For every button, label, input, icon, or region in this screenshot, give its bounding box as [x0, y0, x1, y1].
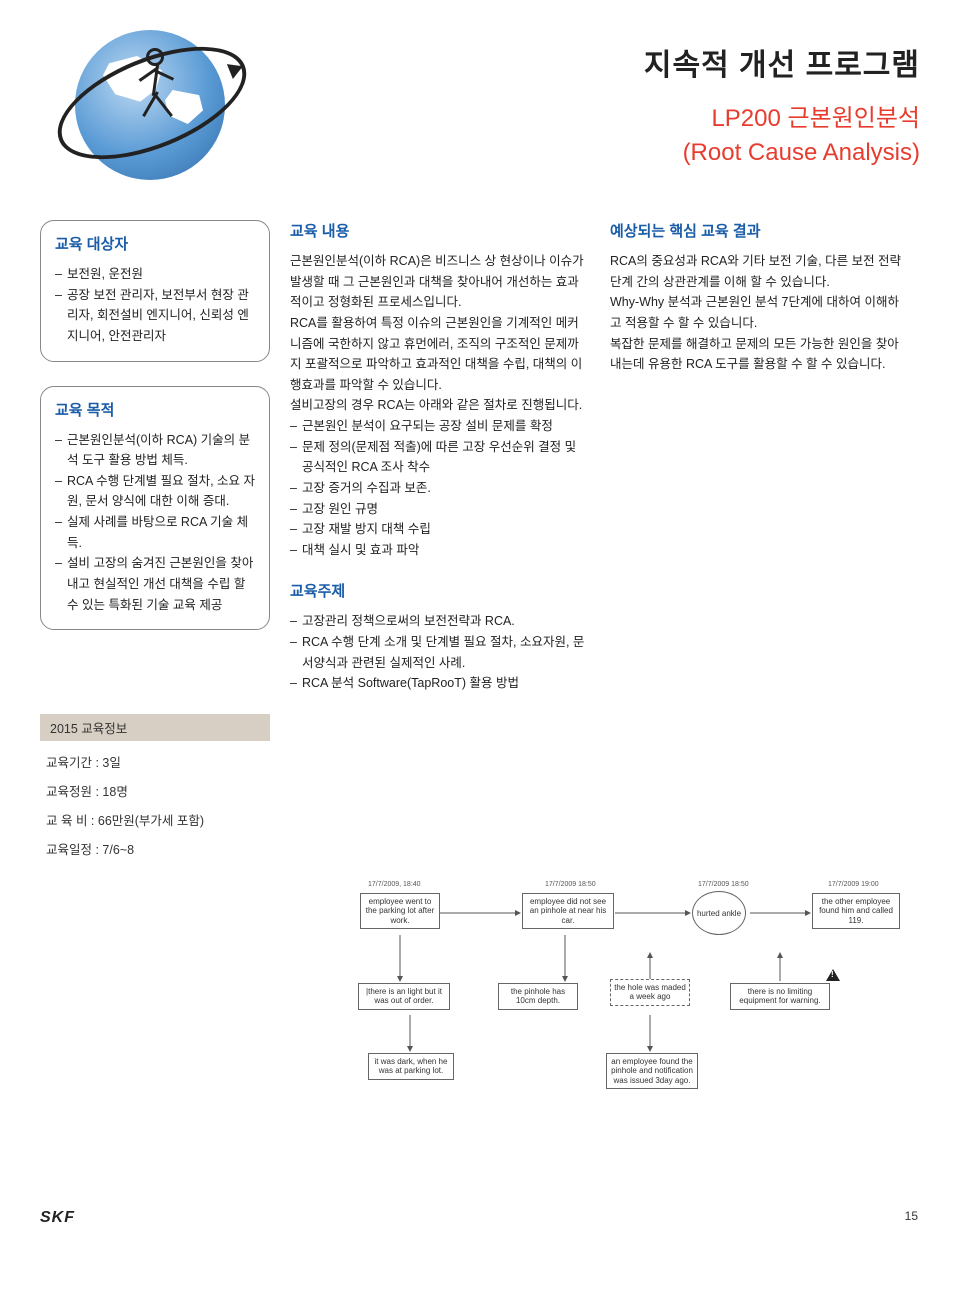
content-step: 문제 정의(문제점 적출)에 따른 고장 우선순위 결정 및 공식적인 RCA … — [290, 437, 590, 478]
diag-node: the other employee found him and called … — [812, 893, 900, 929]
topics-heading: 교육주제 — [290, 580, 590, 601]
topics-item: RCA 분석 Software(TapRooT) 활용 방법 — [290, 673, 590, 694]
audience-item: 공장 보전 관리자, 보전부서 현장 관리자, 회전설비 엔지니어, 신뢰성 엔… — [55, 285, 255, 347]
page-number: 15 — [905, 1209, 918, 1223]
content-para: 설비고장의 경우 RCA는 아래와 같은 절차로 진행됩니다. — [290, 395, 590, 416]
objective-box: 교육 목적 근본원인분석(이하 RCA) 기술의 분석 도구 활용 방법 체득.… — [40, 386, 270, 631]
brand-logo: SKF — [40, 1209, 75, 1227]
diag-node: the pinhole has 10cm depth. — [498, 983, 578, 1009]
diag-timestamp: 17/7/2009 18:50 — [545, 881, 596, 888]
diag-node: there is no limiting equipment for warni… — [730, 983, 830, 1009]
audience-box: 교육 대상자 보전원, 운전원 공장 보전 관리자, 보전부서 현장 관리자, … — [40, 220, 270, 362]
diag-node: an employee found the pinhole and notifi… — [606, 1053, 698, 1089]
content-para: 근본원인분석(이하 RCA)은 비즈니스 상 현상이나 이슈가 발생할 때 그 … — [290, 251, 590, 313]
objective-heading: 교육 목적 — [55, 399, 255, 420]
objective-item: 근본원인분석(이하 RCA) 기술의 분석 도구 활용 방법 체득. — [55, 430, 255, 471]
info-capacity: 교육정원 : 18명 — [40, 776, 270, 805]
content-step: 근본원인 분석이 요구되는 공장 설비 문제를 확정 — [290, 416, 590, 437]
outcomes-heading: 예상되는 핵심 교육 결과 — [610, 220, 910, 241]
content-heading: 교육 내용 — [290, 220, 590, 241]
outcomes-para: 복잡한 문제를 해결하고 문제의 모든 가능한 원인을 찾아내는데 유용한 RC… — [610, 334, 910, 375]
sub-title-line2: (Root Cause Analysis) — [240, 136, 920, 170]
diag-timestamp: 17/7/2009 18:50 — [698, 881, 749, 888]
diag-node-dashed: the hole was maded a week ago — [610, 979, 690, 1005]
topics-item: RCA 수행 단계 소개 및 단계별 필요 절차, 소요자원, 문서양식과 관련… — [290, 632, 590, 673]
content-step: 고장 원인 규명 — [290, 499, 590, 520]
warning-icon — [826, 969, 840, 981]
content-step: 대책 실시 및 효과 파악 — [290, 540, 590, 561]
diag-node-circle: hurted ankle — [692, 891, 746, 935]
diag-node: it was dark, when he was at parking lot. — [368, 1053, 454, 1079]
content-step: 고장 재발 방지 대책 수립 — [290, 519, 590, 540]
info-bar: 2015 교육정보 — [40, 714, 270, 741]
outcomes-para: Why-Why 분석과 근본원인 분석 7단계에 대하여 이해하고 적용할 수 … — [610, 292, 910, 333]
topics-item: 고장관리 정책으로써의 보전전략과 RCA. — [290, 611, 590, 632]
audience-item: 보전원, 운전원 — [55, 264, 255, 285]
info-fee: 교 육 비 : 66만원(부가세 포함) — [40, 805, 270, 834]
info-duration: 교육기간 : 3일 — [40, 747, 270, 776]
logo-globe-runner — [40, 20, 240, 200]
diag-timestamp: 17/7/2009 19:00 — [828, 881, 879, 888]
objective-item: RCA 수행 단계별 필요 절차, 소요 자원, 문서 양식에 대한 이해 증대… — [55, 471, 255, 512]
diag-timestamp: 17/7/2009, 18:40 — [368, 881, 421, 888]
rca-flow-diagram: 17/7/2009, 18:40 17/7/2009 18:50 17/7/20… — [350, 873, 920, 1133]
audience-heading: 교육 대상자 — [55, 233, 255, 254]
objective-item: 설비 고장의 숨겨진 근본원인을 찾아내고 현실적인 개선 대책을 수립 할 수… — [55, 553, 255, 615]
main-title: 지속적 개선 프로그램 — [240, 40, 920, 84]
info-schedule: 교육일정 : 7/6~8 — [40, 834, 270, 863]
objective-item: 실제 사례를 바탕으로 RCA 기술 체득. — [55, 512, 255, 553]
diag-node: employee went to the parking lot after w… — [360, 893, 440, 929]
outcomes-para: RCA의 중요성과 RCA와 기타 보전 기술, 다른 보전 전략 단계 간의 … — [610, 251, 910, 292]
content-step: 고장 증거의 수집과 보존. — [290, 478, 590, 499]
diag-node: employee did not see an pinhole at near … — [522, 893, 614, 929]
diag-node: |there is an light but it was out of ord… — [358, 983, 450, 1009]
content-para: RCA를 활용하여 특정 이슈의 근본원인을 기계적인 메커니즘에 국한하지 않… — [290, 313, 590, 396]
sub-title-line1: LP200 근본원인분석 — [240, 102, 920, 136]
